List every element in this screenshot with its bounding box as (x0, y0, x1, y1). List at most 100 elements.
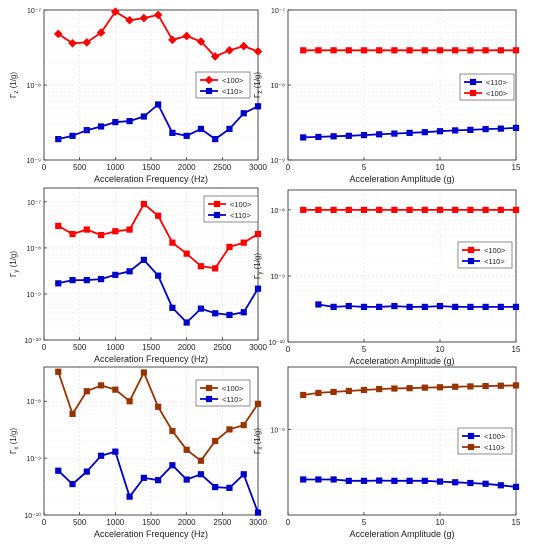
data-point (55, 467, 62, 474)
series-0 (300, 206, 520, 213)
data-point (482, 303, 489, 310)
data-point (55, 280, 62, 287)
y-tick-label: 10⁻⁷ (27, 200, 41, 207)
x-tick-label: 3000 (249, 163, 267, 172)
data-point (315, 301, 322, 308)
data-point (240, 110, 247, 117)
chart-panel-middle-left: 0 500 1000 1500 2000 2500 3000 10⁻¹⁰ 10⁻⁹ 10⁻⁸ 10⁻… (9, 187, 267, 364)
data-point (254, 230, 262, 238)
legend-label: <100> (484, 432, 506, 441)
series-0 (55, 200, 262, 272)
data-point (421, 477, 428, 484)
x-tick-label: 5 (362, 518, 367, 527)
data-point (360, 477, 368, 484)
data-point (226, 484, 233, 491)
data-point (69, 410, 76, 417)
data-point (436, 384, 444, 391)
y-tick-label: 10⁻⁹ (271, 274, 285, 281)
data-point (452, 383, 459, 390)
legend-swatch-marker (213, 211, 221, 219)
data-point (226, 311, 233, 319)
data-point (169, 427, 176, 435)
data-point (315, 476, 322, 483)
legend: <100> <110> (457, 241, 513, 269)
data-point (467, 383, 474, 390)
data-point (497, 206, 504, 213)
y-tick-label: 10⁻¹⁰ (24, 512, 41, 520)
data-point (212, 135, 219, 143)
data-point (452, 206, 459, 213)
x-tick-label: 5 (362, 345, 367, 354)
data-point (155, 212, 162, 219)
data-point (345, 302, 352, 310)
legend-swatch-marker (467, 443, 475, 451)
data-point (300, 134, 307, 141)
data-point (183, 319, 190, 326)
series-1 (55, 448, 262, 516)
data-point (497, 303, 504, 310)
data-point (391, 477, 398, 484)
x-tick-label: 1000 (106, 343, 124, 352)
data-point (421, 384, 428, 391)
data-point (482, 47, 489, 54)
data-point (69, 276, 76, 284)
x-axis-label: Acceleration Amplitude (g) (349, 356, 454, 366)
data-point (112, 386, 119, 393)
data-point (345, 132, 352, 139)
x-tick-label: 1500 (142, 518, 160, 527)
data-point (169, 462, 176, 469)
data-point (226, 243, 233, 251)
series-1 (55, 101, 262, 143)
y-tick-label: 10⁻¹⁰ (268, 339, 285, 347)
data-point (300, 206, 307, 213)
data-point (97, 231, 105, 239)
data-point (196, 37, 206, 46)
data-point (153, 10, 163, 20)
series-1 (300, 47, 520, 54)
x-tick-label: 500 (73, 518, 87, 527)
legend-label: <100> (486, 89, 508, 98)
data-point (183, 446, 190, 453)
legend-label: <100> (484, 246, 506, 255)
data-point (182, 31, 191, 41)
data-point (421, 129, 428, 136)
chart-panel-middle-right: 0 5 10 15 10⁻¹⁰ 10⁻⁹ 10⁻⁸ Acceleration Amplitud… (253, 189, 521, 366)
data-point (183, 476, 190, 483)
x-tick-label: 1500 (142, 343, 160, 352)
legend-label: <100> (230, 200, 252, 209)
legend-swatch-marker (205, 384, 213, 392)
data-point (497, 382, 504, 389)
series-0 (53, 7, 263, 61)
legend-swatch-marker (467, 257, 475, 265)
y-axis-label: Γz (1/g) (9, 72, 20, 98)
x-tick-label: 0 (286, 518, 291, 527)
data-point (452, 303, 459, 310)
data-point (254, 509, 262, 516)
x-axis-label: Acceleration Amplitude (g) (349, 174, 454, 184)
data-point (330, 133, 337, 140)
data-point (240, 471, 247, 478)
data-point (315, 389, 322, 397)
data-point (197, 263, 205, 270)
data-point (467, 206, 474, 213)
data-point (112, 119, 119, 126)
data-point (96, 28, 106, 37)
data-point (139, 13, 149, 23)
legend-label: <100> (222, 76, 244, 85)
data-point (315, 206, 322, 213)
data-point (360, 206, 368, 213)
x-tick-label: 5 (362, 163, 367, 172)
data-point (82, 38, 92, 47)
legend-swatch-marker (469, 78, 477, 86)
data-point (345, 206, 352, 213)
y-tick-label: 10⁻⁹ (27, 292, 41, 299)
data-point (391, 302, 398, 310)
legend-swatch-marker (467, 246, 475, 254)
data-point (83, 226, 90, 233)
legend-label: <100> (222, 384, 244, 393)
data-point (467, 126, 474, 133)
data-point (155, 272, 162, 279)
data-point (97, 123, 105, 130)
data-point (360, 131, 368, 139)
data-point (126, 398, 133, 405)
